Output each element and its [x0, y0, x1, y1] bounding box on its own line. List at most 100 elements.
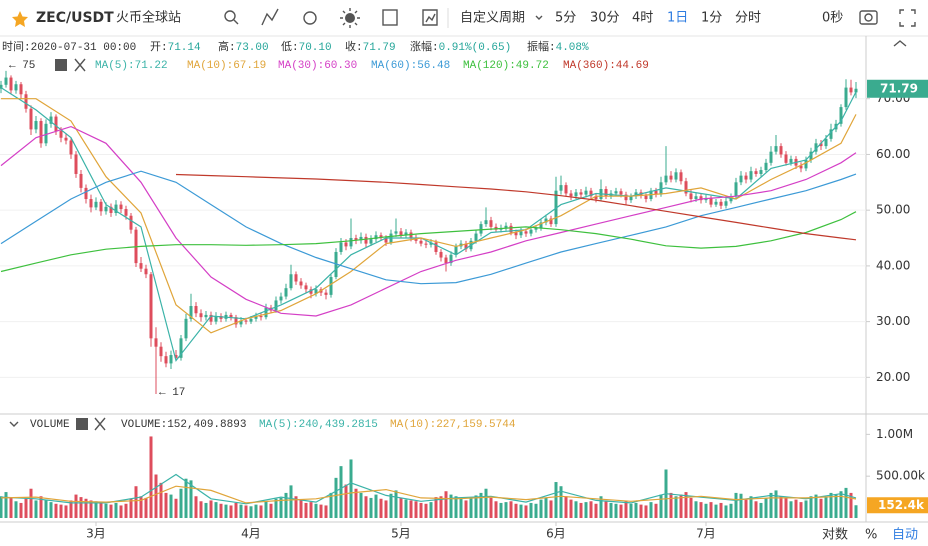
candle-body	[209, 314, 213, 322]
candle-body	[629, 196, 633, 201]
candle-body	[849, 87, 853, 93]
info-item: 涨幅:0.91%(0.65)	[410, 40, 511, 54]
candle-body	[259, 316, 263, 318]
legend-icons	[55, 58, 86, 72]
volume-collapse[interactable]	[9, 421, 19, 427]
volume-bar	[44, 499, 48, 518]
volume-bar	[184, 478, 188, 518]
volume-bar	[344, 484, 348, 518]
candle-body	[174, 355, 178, 358]
volume-bar	[434, 497, 438, 518]
info-value: 71.79	[363, 42, 396, 54]
volume-bar	[799, 502, 803, 518]
volume-bar	[749, 496, 753, 518]
candle-body	[724, 201, 728, 206]
candle-body	[384, 238, 388, 243]
volume-bar	[779, 496, 783, 518]
volume-bar	[209, 500, 213, 518]
y-tick-label: 500.00k	[876, 469, 925, 483]
auto-toggle[interactable]: 自动	[892, 528, 918, 543]
legend-entry: MA(360):44.69	[563, 60, 649, 72]
candle-body	[454, 246, 458, 255]
volume-bar	[19, 502, 23, 518]
volume-bar	[139, 496, 143, 518]
volume-bar	[229, 505, 233, 518]
volume-bar	[499, 502, 503, 518]
screenshot-icon[interactable]	[859, 10, 878, 25]
period-option[interactable]: 1日	[667, 11, 688, 26]
candle-body	[429, 242, 433, 245]
x-tick-label: 6月	[546, 527, 566, 541]
volume-bar	[299, 499, 303, 518]
period-option[interactable]: 分时	[735, 11, 761, 26]
settings-icon[interactable]	[303, 11, 317, 25]
volume-bar	[739, 493, 743, 518]
candle-body	[854, 88, 858, 93]
volume-bar	[824, 497, 828, 518]
candle-body	[64, 137, 68, 141]
info-label: 收:	[345, 39, 363, 54]
volume-bar	[174, 498, 178, 518]
volume-bar	[289, 485, 293, 518]
period-option[interactable]: 1分	[701, 11, 722, 26]
volume-bar	[24, 498, 28, 518]
candle-body	[314, 289, 318, 294]
indicator-icon[interactable]	[261, 8, 279, 26]
volume-bar	[214, 502, 218, 518]
candle-body	[474, 233, 478, 241]
volume-bar	[424, 503, 428, 518]
candle-body	[674, 172, 678, 180]
candle-body	[404, 232, 408, 236]
candle-body	[274, 300, 278, 311]
candle-body	[669, 175, 673, 180]
volume-bar	[339, 466, 343, 518]
info-item: 时间:2020-07-31 00:00	[2, 40, 136, 54]
volume-bar	[119, 505, 123, 518]
period-option[interactable]: 5分	[555, 11, 576, 26]
volume-bar	[159, 482, 163, 518]
chevron	[535, 15, 543, 20]
candle-body	[279, 296, 283, 301]
theme-icon[interactable]	[340, 8, 360, 28]
search-icon[interactable]	[224, 10, 239, 25]
fullscreen-icon[interactable]	[899, 9, 916, 27]
volume-bar	[394, 490, 398, 518]
countdown: 0秒	[822, 11, 843, 26]
volume-bar	[219, 503, 223, 518]
volume-bar	[79, 497, 83, 518]
ma-line	[0, 485, 857, 504]
volume-bar	[54, 503, 58, 518]
volume-bar	[654, 503, 658, 518]
volume-bar	[314, 503, 318, 518]
period-menu[interactable]: 自定义周期	[460, 11, 525, 26]
volume-bar	[734, 492, 738, 518]
candle-body	[514, 232, 518, 236]
log-toggle[interactable]: 对数	[822, 528, 848, 543]
favorite-star[interactable]	[12, 11, 28, 27]
candle-body	[294, 274, 298, 282]
collapse-icon[interactable]	[893, 40, 907, 47]
volume-bar	[644, 505, 648, 518]
candle-body	[124, 209, 128, 216]
candle-body	[634, 192, 638, 197]
volume-bar	[494, 501, 498, 518]
candle-body	[779, 146, 783, 155]
candle-body	[69, 140, 73, 155]
volume-bar	[154, 474, 158, 518]
period-option[interactable]: 4时	[632, 11, 653, 26]
chart-icon[interactable]	[422, 9, 438, 26]
volume-bar	[464, 500, 468, 518]
depth-icon[interactable]	[382, 9, 398, 26]
candle-body	[509, 225, 513, 233]
candle-body	[684, 181, 688, 194]
ma-line	[0, 170, 857, 285]
volume-bar	[49, 502, 53, 518]
volume-bar	[199, 501, 203, 518]
percent-toggle[interactable]: %	[865, 528, 877, 543]
period-option[interactable]: 30分	[590, 11, 620, 26]
volume-bar	[764, 497, 768, 518]
volume-bar	[539, 499, 543, 518]
candle-body	[9, 77, 13, 91]
volume-bar	[689, 497, 693, 518]
candle-body	[109, 206, 113, 213]
